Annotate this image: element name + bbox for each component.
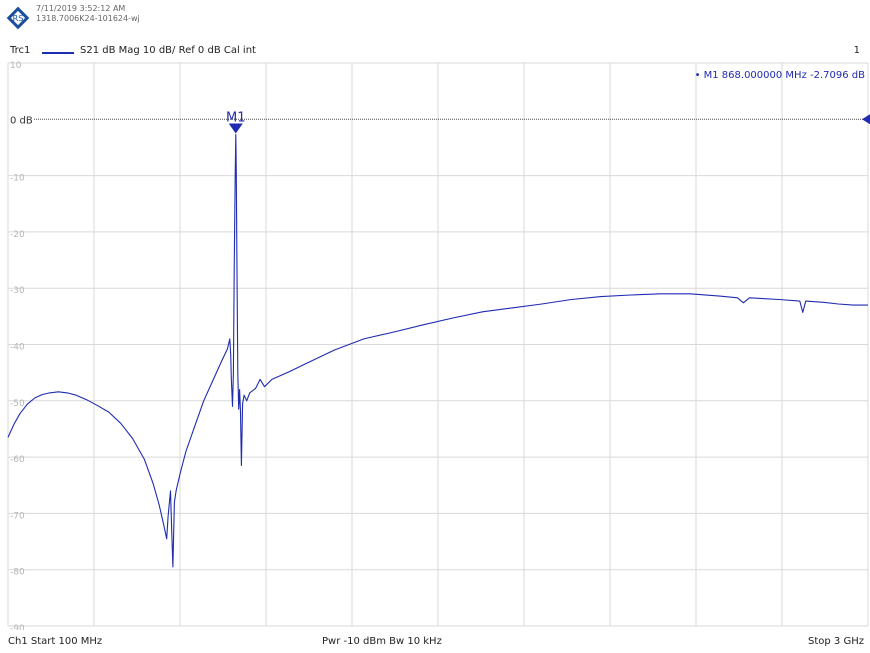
footer: Ch1 Start 100 MHz Pwr -10 dBm Bw 10 kHz … [0, 634, 870, 652]
y-tick-label: -30 [10, 286, 25, 296]
y-tick-label: -60 [10, 455, 25, 465]
y-tick-label: -70 [10, 511, 25, 521]
y-tick-label: 10 [10, 61, 22, 71]
y-tick-label: -80 [10, 568, 25, 578]
marker-readout: • M1 868.000000 MHz -2.7096 dB [695, 70, 866, 81]
power-bandwidth[interactable]: Pwr -10 dBm Bw 10 kHz [322, 636, 442, 647]
svg-text:RS: RS [13, 14, 24, 23]
trace-layer [7, 133, 868, 568]
start-frequency[interactable]: Ch1 Start 100 MHz [8, 636, 103, 647]
instrument-id: 1318.7006K24-101624-wj [36, 14, 140, 23]
y-tick-label: 0 dB [10, 115, 33, 126]
y-tick-labels: 10 0 dB -10 -20 -30 -40 -50 -60 -70 -80 -90 [10, 61, 33, 630]
y-tick-label: -40 [10, 343, 25, 353]
marker-m1-triangle-icon[interactable] [228, 123, 243, 134]
trace-name[interactable]: Trc1 [10, 45, 31, 56]
reference-arrow-icon [862, 114, 870, 125]
timestamp-block: 7/11/2019 3:52:12 AM 1318.7006K24-101624… [36, 4, 140, 24]
reference-layer [34, 114, 870, 125]
stop-frequency[interactable]: Stop 3 GHz [808, 636, 864, 647]
y-tick-label: -20 [10, 230, 25, 240]
timestamp: 7/11/2019 3:52:12 AM [36, 4, 126, 13]
s21-trace [7, 133, 868, 568]
y-tick-label: -50 [10, 399, 25, 409]
trace-swatch [42, 52, 74, 54]
marker-m1-label: M1 [226, 111, 246, 126]
y-tick-label: -10 [10, 174, 25, 184]
y-tick-label: -90 [10, 624, 25, 630]
trace-info-bar: Trc1 S21 dB Mag 10 dB/ Ref 0 dB Cal int … [0, 44, 870, 60]
marker-layer[interactable]: M1 • M1 868.000000 MHz -2.7096 dB [226, 70, 865, 134]
grid [7, 62, 869, 627]
trace-description: S21 dB Mag 10 dB/ Ref 0 dB Cal int [80, 45, 256, 56]
header: RS 7/11/2019 3:52:12 AM 1318.7006K24-101… [0, 0, 870, 40]
channel-number: 1 [853, 45, 860, 56]
s21-chart[interactable]: 10 0 dB -10 -20 -30 -40 -50 -60 -70 -80 -90 M1 • M1… [0, 60, 870, 630]
rohde-schwarz-logo: RS [6, 6, 30, 30]
